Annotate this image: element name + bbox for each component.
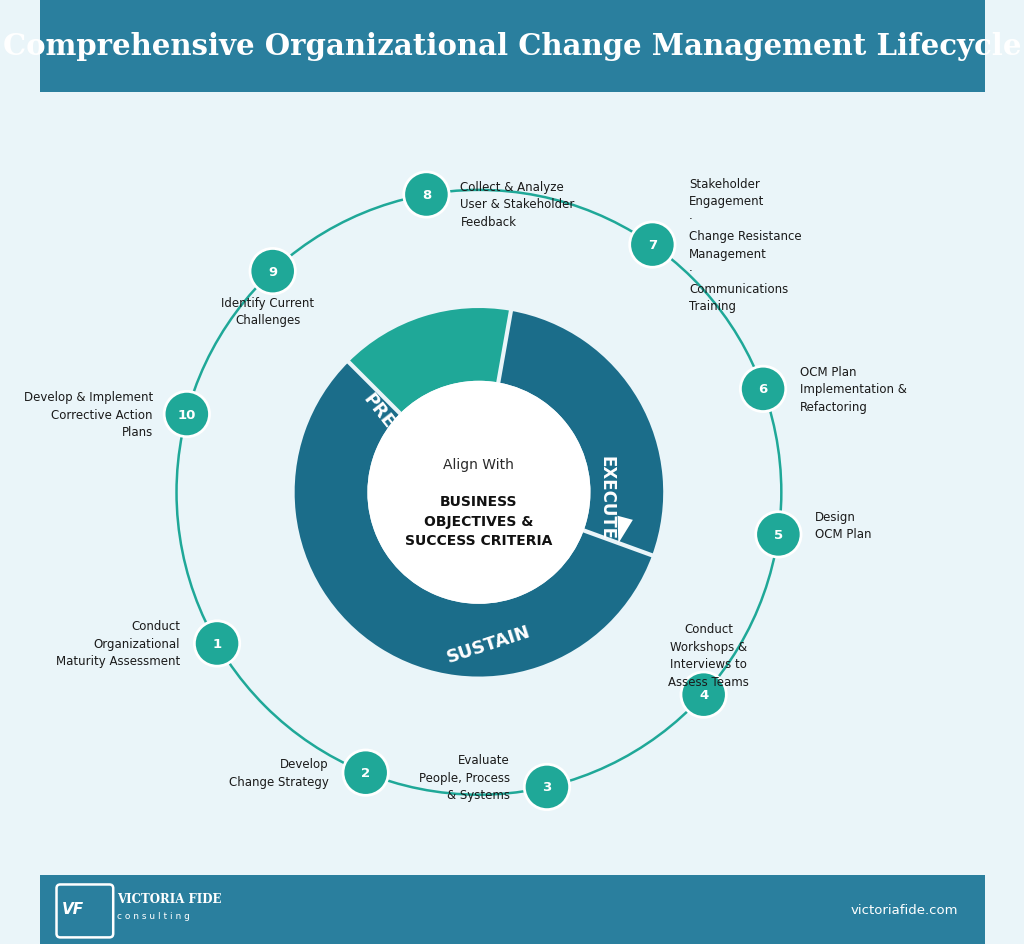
- Circle shape: [630, 223, 675, 268]
- Bar: [40, 875, 984, 944]
- Circle shape: [740, 367, 785, 413]
- Text: Develop
Change Strategy: Develop Change Strategy: [229, 758, 329, 788]
- Text: Conduct
Workshops &
Interviews to
Assess Teams: Conduct Workshops & Interviews to Assess…: [668, 622, 749, 688]
- Text: 10: 10: [177, 408, 196, 421]
- Text: VF: VF: [62, 901, 84, 916]
- Circle shape: [681, 672, 726, 717]
- Text: Conduct
Organizational
Maturity Assessment: Conduct Organizational Maturity Assessme…: [56, 620, 180, 667]
- Text: EXECUTE: EXECUTE: [597, 455, 615, 540]
- Text: 9: 9: [268, 265, 278, 278]
- Text: Align With: Align With: [443, 458, 514, 471]
- Wedge shape: [348, 309, 511, 414]
- Circle shape: [164, 392, 210, 437]
- Text: Design
OCM Plan: Design OCM Plan: [815, 510, 871, 541]
- Wedge shape: [499, 312, 664, 556]
- Circle shape: [250, 249, 295, 295]
- Text: Comprehensive Organizational Change Management Lifecycle: Comprehensive Organizational Change Mana…: [3, 32, 1021, 60]
- Circle shape: [195, 621, 240, 666]
- Text: 4: 4: [699, 688, 709, 701]
- Text: 8: 8: [422, 189, 431, 202]
- Text: 7: 7: [648, 239, 657, 252]
- Text: Collect & Analyze
User & Stakeholder
Feedback: Collect & Analyze User & Stakeholder Fee…: [461, 180, 574, 228]
- Bar: [40, 0, 984, 93]
- Text: c o n s u l t i n g: c o n s u l t i n g: [117, 911, 189, 920]
- Text: 3: 3: [543, 781, 552, 794]
- Text: Stakeholder
Engagement
·
Change Resistance
Management
·
Communications
Training: Stakeholder Engagement · Change Resistan…: [689, 177, 802, 313]
- Circle shape: [343, 750, 388, 796]
- Text: victoriafide.com: victoriafide.com: [851, 903, 958, 917]
- Text: 6: 6: [759, 383, 768, 396]
- Text: Evaluate
People, Process
& Systems: Evaluate People, Process & Systems: [419, 753, 510, 801]
- Text: 2: 2: [361, 767, 371, 780]
- Wedge shape: [295, 362, 652, 677]
- Polygon shape: [617, 516, 633, 544]
- Circle shape: [368, 381, 591, 604]
- Text: OCM Plan
Implementation &
Refactoring: OCM Plan Implementation & Refactoring: [800, 365, 907, 413]
- Text: VICTORIA FIDE: VICTORIA FIDE: [117, 892, 221, 905]
- Text: 1: 1: [212, 637, 221, 650]
- Text: BUSINESS
OBJECTIVES &
SUCCESS CRITERIA: BUSINESS OBJECTIVES & SUCCESS CRITERIA: [406, 495, 553, 548]
- Circle shape: [524, 765, 569, 810]
- Circle shape: [403, 173, 450, 218]
- Text: PREPARE: PREPARE: [359, 390, 429, 473]
- Text: Identify Current
Challenges: Identify Current Challenges: [221, 296, 314, 327]
- Text: Develop & Implement
Corrective Action
Plans: Develop & Implement Corrective Action Pl…: [24, 391, 153, 439]
- Text: SUSTAIN: SUSTAIN: [444, 622, 532, 666]
- Text: 5: 5: [774, 529, 783, 541]
- Circle shape: [756, 513, 801, 558]
